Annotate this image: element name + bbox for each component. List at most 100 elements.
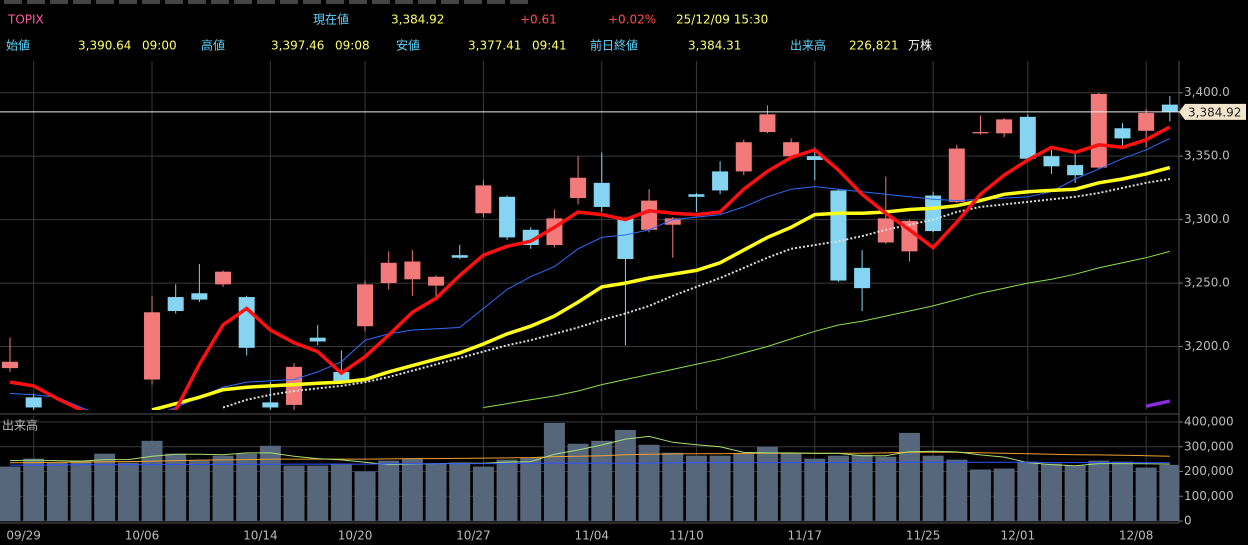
x-tick-label: 10/14: [243, 529, 278, 543]
volume-bar: [662, 452, 684, 521]
candle-body: [996, 119, 1013, 134]
x-tick-label: 11/25: [906, 529, 941, 543]
price-tag-label: 3,384.92: [1188, 105, 1241, 119]
moving-average: [9, 125, 1171, 410]
volume-bar: [946, 459, 968, 521]
x-tick-label: 10/20: [338, 529, 373, 543]
candle-body: [783, 142, 800, 157]
volume-bar: [378, 460, 400, 521]
candle-body: [1161, 104, 1178, 112]
tab: [395, 0, 413, 4]
candle-body: [2, 361, 18, 369]
y-tick-label: 3,300.0: [1184, 212, 1230, 226]
volume-bar: [259, 445, 281, 521]
tab: [464, 0, 482, 4]
volume-plot: [0, 416, 1179, 522]
volume-bar: [94, 453, 116, 521]
volume-bar: [425, 463, 447, 521]
volume-bar: [756, 446, 778, 521]
volume-bar: [922, 455, 944, 521]
tab: [349, 0, 367, 4]
volume-bar: [591, 440, 613, 521]
volume-label: 出来高: [790, 38, 826, 53]
volume-bar: [993, 468, 1015, 521]
candle-body: [688, 194, 705, 197]
tab: [50, 0, 68, 4]
volume-bar: [401, 458, 423, 521]
y-tick-label: 3,350.0: [1184, 149, 1230, 163]
volume-unit: 万株: [908, 38, 932, 53]
y-tick-label: 3,200.0: [1184, 339, 1230, 353]
candle-body: [830, 190, 847, 281]
volume-bar: [804, 458, 826, 521]
tab: [510, 0, 528, 4]
price-plot: [0, 61, 1179, 410]
candle-body: [735, 142, 752, 172]
volume-bar: [472, 466, 494, 521]
candle-body: [664, 218, 681, 225]
candle-body: [238, 297, 255, 348]
volume-bar: [1135, 467, 1157, 521]
price-tag: [1179, 103, 1246, 120]
y-tick-label: 3,400.0: [1184, 85, 1230, 99]
tab: [165, 0, 183, 4]
volume-bar: [780, 452, 802, 521]
candle-body: [25, 397, 42, 408]
tab: [234, 0, 252, 4]
y-tick-label: 300,000: [1184, 439, 1234, 453]
candle-body: [712, 171, 729, 191]
volume-bar: [23, 458, 45, 521]
volume-bar: [1040, 463, 1062, 521]
tab: [257, 0, 275, 4]
volume-bar: [1159, 464, 1179, 521]
tab: [27, 0, 45, 4]
candle-body: [854, 267, 871, 289]
tab: [96, 0, 114, 4]
volume-bar: [354, 471, 376, 521]
open-value: 3,390.64: [78, 39, 131, 53]
change-pct: +0.02%: [608, 13, 656, 27]
volume-bar: [46, 462, 68, 521]
moving-average: [9, 451, 1170, 464]
moving-average: [151, 165, 1171, 410]
volume-bar: [685, 455, 707, 521]
x-tick-label: 09/29: [6, 529, 41, 543]
candle-body: [357, 284, 374, 327]
y-tick-label: 0: [1184, 514, 1192, 528]
candle-body: [925, 195, 942, 232]
candle-body: [167, 297, 184, 312]
volume-bar: [543, 422, 565, 521]
volume-bar: [709, 455, 731, 521]
y-tick-label: 400,000: [1184, 415, 1234, 429]
prev-close-label: 前日終値: [590, 38, 638, 53]
candle-body: [759, 114, 776, 133]
volume-bar: [875, 456, 897, 521]
candle-body: [262, 402, 279, 408]
candle-body: [948, 148, 965, 202]
volume-bar: [496, 459, 518, 521]
toolbar-tabs: [4, 0, 528, 4]
volume-bar: [236, 453, 258, 521]
x-tick-label: 10/06: [125, 529, 160, 543]
volume-bar: [827, 455, 849, 521]
symbol: TOPIX: [7, 13, 44, 27]
change: +0.61: [520, 13, 557, 27]
current-label: 現在値: [313, 12, 349, 27]
tab: [441, 0, 459, 4]
volume-bar: [733, 453, 755, 521]
candle-body: [475, 185, 492, 214]
volume-bar: [520, 457, 542, 521]
x-tick-label: 11/10: [669, 529, 704, 543]
candle-body: [617, 218, 634, 259]
volume-bar: [969, 469, 991, 521]
candle-body: [593, 182, 610, 207]
tab: [142, 0, 160, 4]
volume-bar: [1088, 460, 1110, 521]
candle-body: [333, 371, 350, 381]
y-tick-label: 200,000: [1184, 464, 1234, 478]
candle-body: [404, 261, 421, 280]
high-time: 09:08: [335, 39, 370, 53]
volume-bar: [165, 453, 187, 521]
tab: [372, 0, 390, 4]
volume-bar: [283, 465, 305, 521]
